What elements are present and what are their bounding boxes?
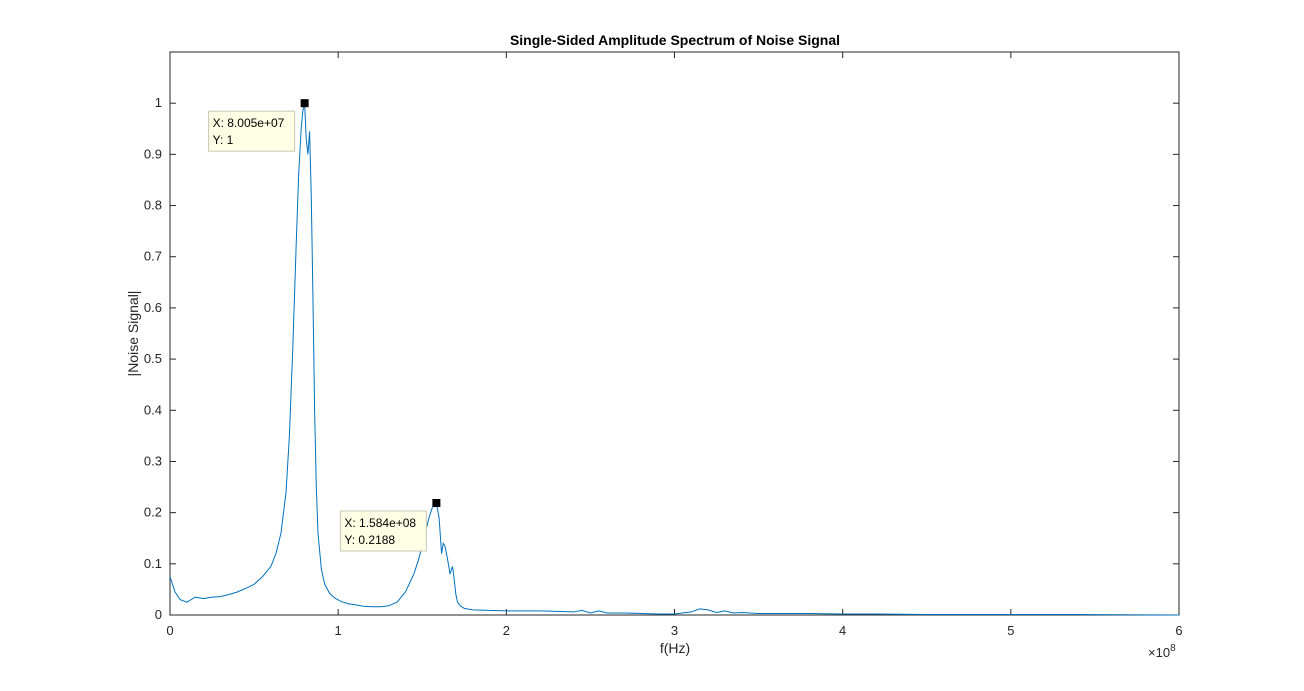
data-tips: X: 8.005e+07 Y: 1 X: 1.584e+08 Y: 0.2188 — [208, 99, 441, 552]
y-axis-label: |Noise Signal| — [125, 291, 141, 377]
x-tick-label-3: 3 — [671, 623, 678, 638]
y-tick-label-6: 0.6 — [144, 300, 162, 315]
data-tip-marker-1 — [432, 499, 441, 508]
plot-area — [169, 51, 1180, 616]
x-tick-label-1: 1 — [335, 623, 342, 638]
x-tick-label-5: 5 — [1007, 623, 1014, 638]
y-tick-label-7: 0.7 — [144, 249, 162, 264]
x-tick-label-4: 4 — [839, 623, 846, 638]
y-axis: 0 0.1 0.2 0.3 0.4 0.5 0.6 0.7 0.8 0.9 1 — [144, 95, 1179, 622]
data-tip-y-0: Y: 1 — [213, 133, 234, 147]
x-axis: 0 1 2 3 4 5 6 — [166, 52, 1183, 638]
data-tip-box-1 — [339, 510, 427, 552]
data-tip-marker-0 — [300, 99, 309, 108]
y-tick-label-8: 0.8 — [144, 198, 162, 213]
x-exponent-power: 8 — [1170, 643, 1176, 654]
x-tick-label-0: 0 — [166, 623, 173, 638]
y-tick-label-2: 0.2 — [144, 505, 162, 520]
data-tip-y-1: Y: 0.2188 — [344, 533, 395, 547]
data-tip-x-1: X: 1.584e+08 — [344, 516, 416, 530]
y-tick-label-1: 0.1 — [144, 556, 162, 571]
x-tick-label-2: 2 — [503, 623, 510, 638]
y-tick-label-5: 0.5 — [144, 351, 162, 366]
data-tip-x-0: X: 8.005e+07 — [213, 116, 285, 130]
x-tick-label-6: 6 — [1175, 623, 1182, 638]
y-tick-label-9: 0.9 — [144, 146, 162, 161]
chart-title: Single-Sided Amplitude Spectrum of Noise… — [510, 32, 840, 48]
data-tip-box-0 — [208, 110, 296, 152]
y-tick-label-10: 1 — [155, 95, 162, 110]
spectrum-line — [169, 103, 1180, 616]
y-tick-label-0: 0 — [155, 607, 162, 622]
x-exponent-base: ×10 — [1148, 645, 1170, 660]
x-axis-label: f(Hz) — [660, 640, 690, 656]
y-tick-label-4: 0.4 — [144, 402, 162, 417]
x-axis-exponent: ×108 — [1148, 643, 1176, 660]
y-tick-label-3: 0.3 — [144, 453, 162, 468]
